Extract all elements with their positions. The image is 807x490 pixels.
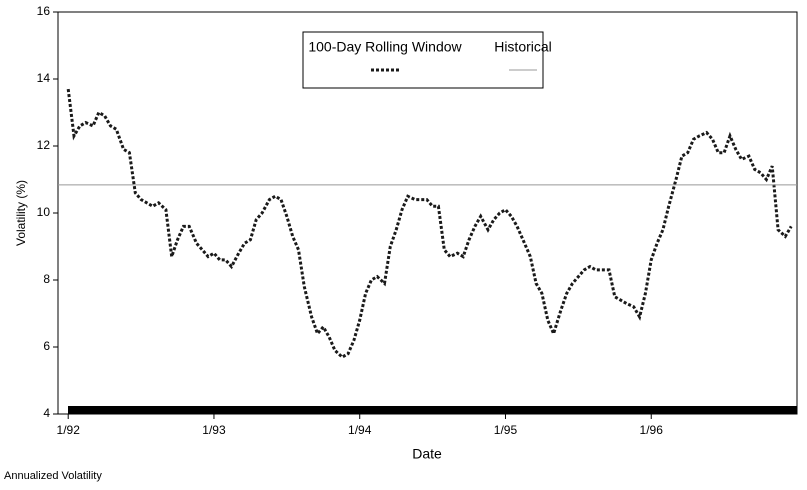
y-tick-label: 6 <box>43 339 50 353</box>
series-line <box>66 88 793 359</box>
y-tick-label: 10 <box>37 205 51 219</box>
y-tick-label: 12 <box>37 138 51 152</box>
x-tick-label: 1/94 <box>348 423 372 437</box>
y-axis-label: Volatility (%) <box>14 180 28 246</box>
y-tick-label: 14 <box>37 71 51 85</box>
axis-band <box>68 406 797 414</box>
x-tick-label: 1/96 <box>640 423 664 437</box>
legend-box <box>302 31 544 89</box>
x-tick-label: 1/92 <box>57 423 81 437</box>
legend-label: Historical <box>494 39 552 55</box>
footnote: Annualized Volatility <box>4 470 102 482</box>
y-tick-label: 16 <box>37 4 51 18</box>
x-tick-label: 1/93 <box>202 423 226 437</box>
x-tick-label: 1/95 <box>494 423 518 437</box>
y-tick-label: 8 <box>43 272 50 286</box>
y-tick-label: 4 <box>43 406 50 420</box>
legend-label: 100-Day Rolling Window <box>308 39 462 55</box>
x-axis-label: Date <box>412 446 442 462</box>
